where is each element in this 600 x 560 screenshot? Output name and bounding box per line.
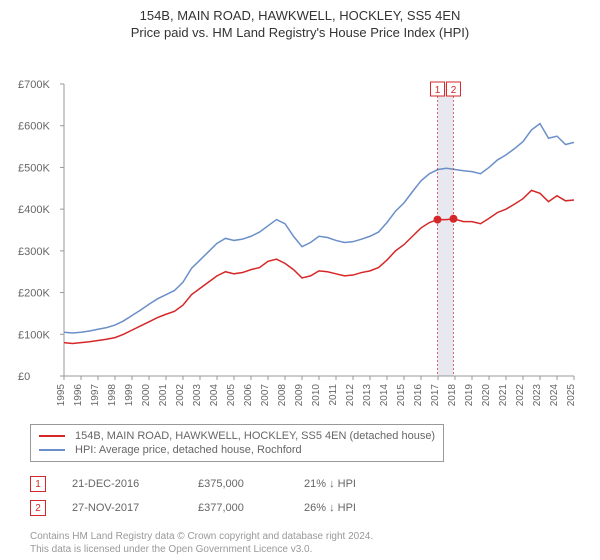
sale-number-box: 2 <box>30 500 46 516</box>
svg-text:2014: 2014 <box>379 384 390 407</box>
svg-text:2007: 2007 <box>260 384 271 407</box>
chart-area: £0 £100K £200K £300K £400K £500K £600K £700K 199… <box>0 40 600 420</box>
sale-delta: 21% ↓ HPI <box>304 478 356 490</box>
svg-text:2000: 2000 <box>141 384 152 407</box>
svg-text:1998: 1998 <box>107 384 118 407</box>
sale-price: £375,000 <box>198 478 278 490</box>
legend-row: HPI: Average price, detached house, Roch… <box>39 443 435 457</box>
series-property <box>64 190 574 343</box>
sale-point-1 <box>433 216 441 224</box>
svg-text:1996: 1996 <box>73 384 84 407</box>
svg-text:2003: 2003 <box>192 384 203 407</box>
svg-text:£0: £0 <box>18 371 30 383</box>
sale-delta: 26% ↓ HPI <box>304 502 356 514</box>
svg-text:2005: 2005 <box>226 384 237 407</box>
svg-text:2017: 2017 <box>430 384 441 407</box>
svg-text:2004: 2004 <box>209 384 220 407</box>
svg-text:1999: 1999 <box>124 384 135 407</box>
svg-text:2008: 2008 <box>277 384 288 407</box>
svg-text:2020: 2020 <box>481 384 492 407</box>
legend-swatch <box>39 449 65 451</box>
chart-svg: £0 £100K £200K £300K £400K £500K £600K £700K 199… <box>0 40 600 420</box>
svg-text:2006: 2006 <box>243 384 254 407</box>
svg-text:2021: 2021 <box>498 384 509 407</box>
svg-text:£700K: £700K <box>18 79 50 91</box>
sale-date: 21-DEC-2016 <box>72 478 172 490</box>
legend-label: 154B, MAIN ROAD, HAWKWELL, HOCKLEY, SS5 … <box>75 430 435 442</box>
sale-data-row: 2 27-NOV-2017 £377,000 26% ↓ HPI <box>30 496 570 520</box>
svg-text:£500K: £500K <box>18 162 50 174</box>
legend-swatch <box>39 435 65 437</box>
svg-text:2010: 2010 <box>311 384 322 407</box>
svg-text:£600K: £600K <box>18 121 50 133</box>
svg-text:£100K: £100K <box>18 329 50 341</box>
title-address: 154B, MAIN ROAD, HAWKWELL, HOCKLEY, SS5 … <box>0 8 600 23</box>
svg-text:2012: 2012 <box>345 384 356 407</box>
svg-text:£200K: £200K <box>18 288 50 300</box>
svg-text:2022: 2022 <box>515 384 526 407</box>
svg-text:2009: 2009 <box>294 384 305 407</box>
sale-price: £377,000 <box>198 502 278 514</box>
svg-text:2: 2 <box>451 85 457 96</box>
svg-text:£400K: £400K <box>18 204 50 216</box>
svg-text:2013: 2013 <box>362 384 373 407</box>
svg-text:2019: 2019 <box>464 384 475 407</box>
svg-text:1997: 1997 <box>90 384 101 407</box>
legend-label: HPI: Average price, detached house, Roch… <box>75 444 302 456</box>
legend-row: 154B, MAIN ROAD, HAWKWELL, HOCKLEY, SS5 … <box>39 429 435 443</box>
svg-text:2015: 2015 <box>396 384 407 407</box>
svg-text:2016: 2016 <box>413 384 424 407</box>
title-block: 154B, MAIN ROAD, HAWKWELL, HOCKLEY, SS5 … <box>0 0 600 40</box>
sale-point-2 <box>449 215 457 223</box>
footer-line1: Contains HM Land Registry data © Crown c… <box>30 530 570 543</box>
below-chart: 154B, MAIN ROAD, HAWKWELL, HOCKLEY, SS5 … <box>0 420 600 556</box>
series-hpi <box>64 124 574 333</box>
svg-text:2025: 2025 <box>566 384 577 407</box>
sale-date: 27-NOV-2017 <box>72 502 172 514</box>
title-subtitle: Price paid vs. HM Land Registry's House … <box>0 25 600 40</box>
legend: 154B, MAIN ROAD, HAWKWELL, HOCKLEY, SS5 … <box>30 424 444 462</box>
svg-text:2001: 2001 <box>158 384 169 407</box>
svg-text:2002: 2002 <box>175 384 186 407</box>
footer-line2: This data is licensed under the Open Gov… <box>30 543 570 556</box>
svg-text:1: 1 <box>435 85 441 96</box>
sale-data-rows: 1 21-DEC-2016 £375,000 21% ↓ HPI 2 27-NOV-201… <box>30 472 570 520</box>
svg-text:2024: 2024 <box>549 384 560 407</box>
svg-text:£300K: £300K <box>18 246 50 258</box>
svg-text:2018: 2018 <box>447 384 458 407</box>
footer-attribution: Contains HM Land Registry data © Crown c… <box>30 530 570 556</box>
svg-text:1995: 1995 <box>56 384 67 407</box>
svg-text:2023: 2023 <box>532 384 543 407</box>
svg-text:2011: 2011 <box>328 384 339 406</box>
sale-data-row: 1 21-DEC-2016 £375,000 21% ↓ HPI <box>30 472 570 496</box>
sale-number-box: 1 <box>30 476 46 492</box>
